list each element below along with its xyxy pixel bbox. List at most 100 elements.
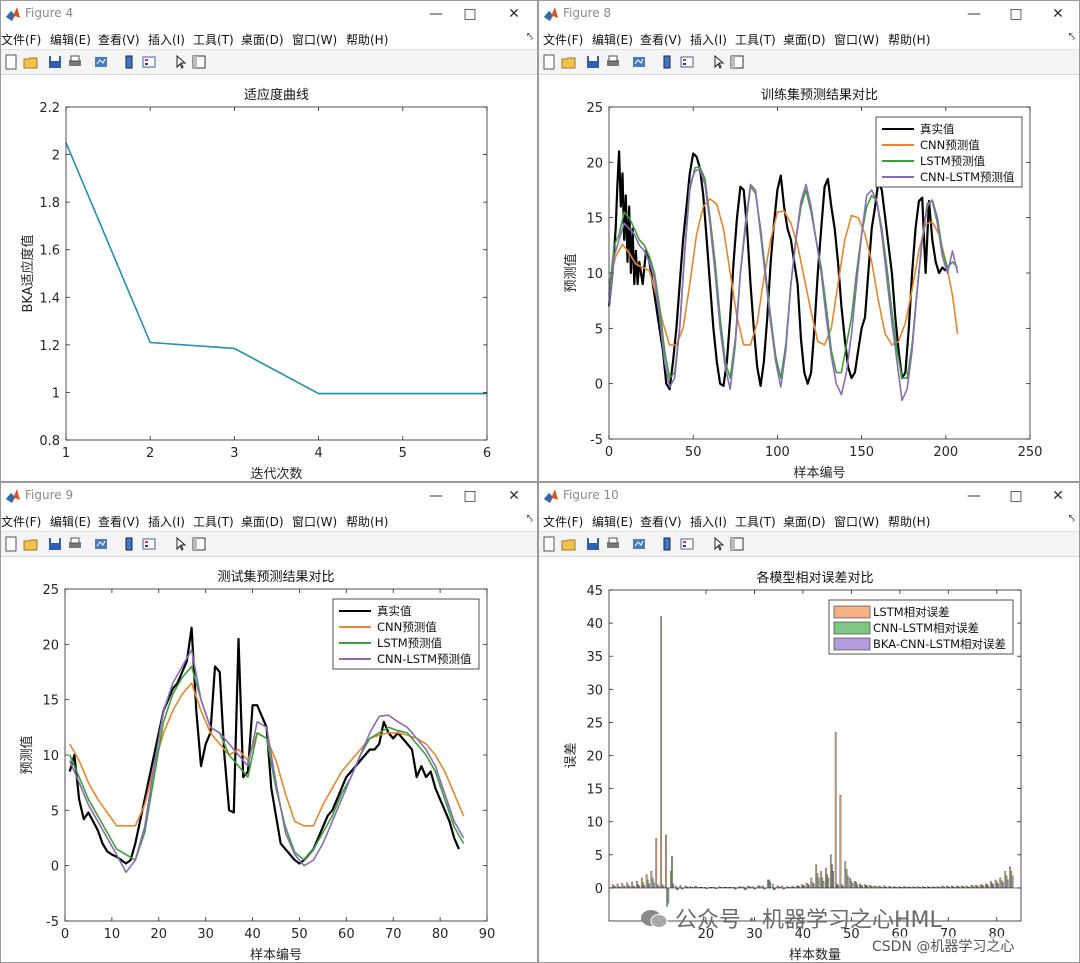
- matlab-logo-icon: [544, 489, 558, 503]
- title-bar[interactable]: Figure 9 — □ ✕: [1, 483, 537, 509]
- plot-browser-icon[interactable]: [191, 54, 207, 70]
- title-bar[interactable]: Figure 10 — □ ✕: [539, 483, 1079, 509]
- menu-view[interactable]: 查看(V): [640, 33, 682, 47]
- link-plot-icon[interactable]: [631, 536, 647, 552]
- save-icon[interactable]: [47, 54, 63, 70]
- close-icon[interactable]: ✕: [1052, 488, 1064, 504]
- dock-arrow-icon[interactable]: ⤣: [526, 512, 533, 525]
- y-tick-label: 0: [595, 882, 603, 897]
- minimize-icon[interactable]: —: [967, 488, 981, 504]
- y-tick-label: 0.8: [39, 434, 60, 449]
- plot-browser-icon[interactable]: [729, 54, 745, 70]
- menu-window[interactable]: 窗口(W): [292, 33, 338, 47]
- menu-bar: 文件(F) 编辑(E) 查看(V) 插入(I) 工具(T) 桌面(D) 窗口(W…: [1, 27, 537, 49]
- save-icon[interactable]: [47, 536, 63, 552]
- menu-file[interactable]: 文件(F): [543, 515, 584, 529]
- chart-title: 适应度曲线: [244, 87, 309, 103]
- insert-legend-icon[interactable]: [679, 536, 695, 552]
- menu-tools[interactable]: 工具(T): [193, 33, 234, 47]
- minimize-icon[interactable]: —: [429, 6, 443, 22]
- insert-colorbar-icon[interactable]: [121, 536, 137, 552]
- insert-colorbar-icon[interactable]: [121, 54, 137, 70]
- menu-view[interactable]: 查看(V): [98, 33, 140, 47]
- bar-0-12: [665, 834, 667, 889]
- dock-arrow-icon[interactable]: ⤣: [1068, 30, 1075, 43]
- minimize-icon[interactable]: —: [967, 6, 981, 22]
- dock-arrow-icon[interactable]: ⤣: [1068, 512, 1075, 525]
- insert-legend-icon[interactable]: [141, 54, 157, 70]
- new-figure-icon[interactable]: [3, 54, 19, 70]
- menu-file[interactable]: 文件(F): [1, 515, 42, 529]
- menu-insert[interactable]: 插入(I): [148, 33, 185, 47]
- maximize-icon[interactable]: □: [1009, 6, 1023, 22]
- close-icon[interactable]: ✕: [508, 488, 520, 504]
- menu-edit[interactable]: 编辑(E): [592, 515, 633, 529]
- menu-tools[interactable]: 工具(T): [735, 515, 776, 529]
- pointer-icon[interactable]: [711, 536, 727, 552]
- menu-help[interactable]: 帮助(H): [888, 33, 931, 47]
- y-tick-label: -5: [590, 433, 603, 448]
- bar-0-11: [660, 616, 662, 889]
- y-tick-label: 2.2: [39, 101, 60, 116]
- new-figure-icon[interactable]: [3, 536, 19, 552]
- new-figure-icon[interactable]: [541, 536, 557, 552]
- print-icon[interactable]: [605, 536, 621, 552]
- menu-help[interactable]: 帮助(H): [346, 33, 389, 47]
- print-icon[interactable]: [67, 536, 83, 552]
- link-plot-icon[interactable]: [631, 54, 647, 70]
- x-axis-label: 迭代次数: [250, 466, 302, 482]
- save-icon[interactable]: [585, 536, 601, 552]
- pointer-icon[interactable]: [173, 536, 189, 552]
- title-bar[interactable]: Figure 4 — □ ✕: [1, 1, 537, 27]
- open-file-icon[interactable]: [561, 54, 577, 70]
- open-file-icon[interactable]: [561, 536, 577, 552]
- open-file-icon[interactable]: [23, 54, 39, 70]
- menu-window[interactable]: 窗口(W): [292, 515, 338, 529]
- maximize-icon[interactable]: □: [463, 6, 477, 22]
- insert-colorbar-icon[interactable]: [659, 536, 675, 552]
- title-bar[interactable]: Figure 8 — □ ✕: [539, 1, 1079, 27]
- pointer-icon[interactable]: [173, 54, 189, 70]
- menu-insert[interactable]: 插入(I): [690, 515, 727, 529]
- print-icon[interactable]: [67, 54, 83, 70]
- maximize-icon[interactable]: □: [463, 488, 477, 504]
- insert-colorbar-icon[interactable]: [659, 54, 675, 70]
- menu-help[interactable]: 帮助(H): [346, 515, 389, 529]
- menu-file[interactable]: 文件(F): [543, 33, 584, 47]
- close-icon[interactable]: ✕: [1052, 6, 1064, 22]
- menu-file[interactable]: 文件(F): [1, 33, 42, 47]
- maximize-icon[interactable]: □: [1009, 488, 1023, 504]
- new-figure-icon[interactable]: [541, 54, 557, 70]
- plot-series: [607, 150, 959, 402]
- link-plot-icon[interactable]: [93, 536, 109, 552]
- menu-view[interactable]: 查看(V): [98, 515, 140, 529]
- dock-arrow-icon[interactable]: ⤣: [526, 30, 533, 43]
- insert-legend-icon[interactable]: [141, 536, 157, 552]
- x-axis-label: 样本编号: [793, 466, 845, 481]
- plot-browser-icon[interactable]: [191, 536, 207, 552]
- menu-desktop[interactable]: 桌面(D): [241, 515, 284, 529]
- minimize-icon[interactable]: —: [429, 488, 443, 504]
- plot-browser-icon[interactable]: [729, 536, 745, 552]
- menu-view[interactable]: 查看(V): [640, 515, 682, 529]
- insert-legend-icon[interactable]: [679, 54, 695, 70]
- print-icon[interactable]: [605, 54, 621, 70]
- menu-desktop[interactable]: 桌面(D): [783, 515, 826, 529]
- menu-help[interactable]: 帮助(H): [888, 515, 931, 529]
- menu-insert[interactable]: 插入(I): [690, 33, 727, 47]
- menu-window[interactable]: 窗口(W): [834, 33, 880, 47]
- menu-tools[interactable]: 工具(T): [193, 515, 234, 529]
- menu-desktop[interactable]: 桌面(D): [783, 33, 826, 47]
- save-icon[interactable]: [585, 54, 601, 70]
- menu-edit[interactable]: 编辑(E): [50, 33, 91, 47]
- close-icon[interactable]: ✕: [508, 6, 520, 22]
- link-plot-icon[interactable]: [93, 54, 109, 70]
- open-file-icon[interactable]: [23, 536, 39, 552]
- menu-window[interactable]: 窗口(W): [834, 515, 880, 529]
- menu-tools[interactable]: 工具(T): [735, 33, 776, 47]
- menu-desktop[interactable]: 桌面(D): [241, 33, 284, 47]
- menu-edit[interactable]: 编辑(E): [50, 515, 91, 529]
- menu-edit[interactable]: 编辑(E): [592, 33, 633, 47]
- menu-insert[interactable]: 插入(I): [148, 515, 185, 529]
- pointer-icon[interactable]: [711, 54, 727, 70]
